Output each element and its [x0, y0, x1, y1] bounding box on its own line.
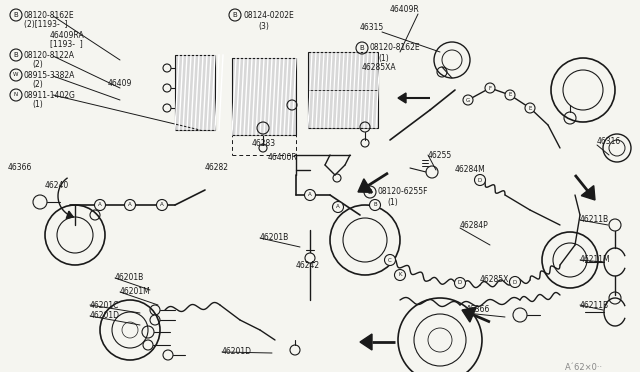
- Text: 46282: 46282: [205, 163, 229, 171]
- Text: 46201D: 46201D: [222, 347, 252, 356]
- Text: 08120-6255F: 08120-6255F: [378, 187, 429, 196]
- Text: A: A: [160, 202, 164, 208]
- Text: 46211B: 46211B: [580, 215, 609, 224]
- Text: A: A: [98, 202, 102, 208]
- Text: D: D: [478, 177, 482, 183]
- Text: W: W: [13, 73, 19, 77]
- Circle shape: [474, 174, 486, 186]
- Text: 08120-8122A: 08120-8122A: [24, 51, 75, 60]
- Text: 46284P: 46284P: [460, 221, 489, 230]
- Circle shape: [305, 253, 315, 263]
- Circle shape: [385, 254, 396, 266]
- Text: 46201B: 46201B: [115, 273, 144, 282]
- Text: (3): (3): [258, 22, 269, 31]
- Polygon shape: [66, 211, 73, 219]
- Text: B: B: [13, 12, 19, 18]
- Text: 46409: 46409: [108, 80, 132, 89]
- Bar: [232, 58, 296, 135]
- Text: A: A: [336, 205, 340, 209]
- Polygon shape: [398, 93, 406, 103]
- Text: N: N: [14, 93, 18, 97]
- Text: 46211B: 46211B: [580, 301, 609, 310]
- Text: 08124-0202E: 08124-0202E: [243, 10, 294, 19]
- Text: 46409RA: 46409RA: [50, 31, 84, 39]
- Polygon shape: [358, 179, 372, 192]
- Text: 08120-8162E: 08120-8162E: [24, 10, 75, 19]
- Text: A: A: [128, 202, 132, 208]
- Text: 46201D: 46201D: [90, 311, 120, 321]
- Text: G: G: [466, 97, 470, 103]
- Circle shape: [305, 189, 316, 201]
- Text: 08915-3382A: 08915-3382A: [24, 71, 76, 80]
- Text: (1): (1): [32, 99, 43, 109]
- Circle shape: [95, 199, 106, 211]
- Text: 46255: 46255: [428, 151, 452, 160]
- Text: E: E: [528, 106, 532, 110]
- Text: 46242: 46242: [296, 260, 320, 269]
- Text: K: K: [398, 273, 402, 278]
- Text: 46201M: 46201M: [120, 288, 151, 296]
- Circle shape: [485, 83, 495, 93]
- Text: 46211M: 46211M: [580, 256, 611, 264]
- Text: (2): (2): [32, 80, 43, 89]
- Circle shape: [369, 199, 381, 211]
- Circle shape: [333, 202, 344, 212]
- Text: 46284M: 46284M: [455, 166, 486, 174]
- Text: 46315: 46315: [360, 23, 384, 32]
- Text: 46400R: 46400R: [268, 153, 298, 161]
- Text: (2)[1193-  ]: (2)[1193- ]: [24, 20, 67, 29]
- Circle shape: [513, 308, 527, 322]
- Circle shape: [142, 326, 154, 338]
- Text: C: C: [388, 257, 392, 263]
- Text: 46285X: 46285X: [480, 276, 509, 285]
- Text: 46366: 46366: [8, 164, 33, 173]
- Text: 08911-1402G: 08911-1402G: [24, 90, 76, 99]
- Text: [1193-  ]: [1193- ]: [50, 39, 83, 48]
- Text: (1): (1): [378, 54, 388, 62]
- Text: (2): (2): [32, 61, 43, 70]
- Text: 46201B: 46201B: [260, 234, 289, 243]
- Text: B: B: [360, 45, 364, 51]
- Circle shape: [150, 305, 160, 315]
- Circle shape: [157, 199, 168, 211]
- Text: 46366: 46366: [466, 305, 490, 314]
- Text: A: A: [308, 192, 312, 198]
- Text: (1): (1): [387, 198, 397, 206]
- Text: 46316: 46316: [597, 138, 621, 147]
- Circle shape: [509, 276, 520, 288]
- Bar: [175, 55, 215, 130]
- Circle shape: [463, 95, 473, 105]
- Polygon shape: [581, 186, 595, 200]
- Text: B: B: [13, 52, 19, 58]
- Text: E: E: [508, 93, 512, 97]
- Circle shape: [454, 278, 465, 289]
- Text: A´62×0··: A´62×0··: [565, 363, 603, 372]
- Text: 46409R: 46409R: [390, 6, 420, 15]
- Text: B: B: [373, 202, 377, 208]
- Text: B: B: [367, 189, 372, 195]
- Text: D: D: [513, 279, 517, 285]
- Text: 46283: 46283: [252, 138, 276, 148]
- Bar: [308, 52, 378, 128]
- Text: 46201C: 46201C: [90, 301, 120, 310]
- Text: 46285XA: 46285XA: [362, 64, 397, 73]
- Text: F: F: [488, 86, 492, 90]
- Circle shape: [150, 315, 160, 325]
- Polygon shape: [360, 334, 372, 350]
- Circle shape: [125, 199, 136, 211]
- Text: 46240: 46240: [45, 180, 69, 189]
- Circle shape: [143, 340, 153, 350]
- Text: 08120-8162E: 08120-8162E: [370, 44, 420, 52]
- Text: D: D: [458, 280, 462, 285]
- Text: B: B: [232, 12, 237, 18]
- Polygon shape: [462, 307, 476, 322]
- Circle shape: [394, 269, 406, 280]
- Circle shape: [505, 90, 515, 100]
- Circle shape: [33, 195, 47, 209]
- Circle shape: [525, 103, 535, 113]
